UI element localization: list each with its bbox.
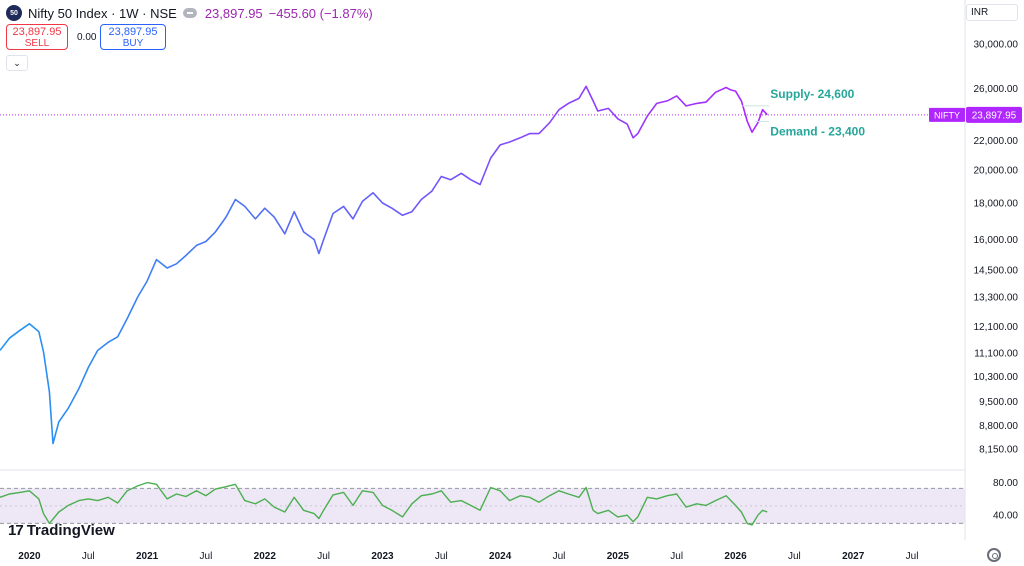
y-tick-label: 18,000.00 bbox=[974, 198, 1019, 209]
visibility-icon[interactable] bbox=[182, 8, 197, 18]
x-tick-label: 2023 bbox=[371, 551, 394, 562]
y-tick-label: 13,300.00 bbox=[974, 293, 1019, 304]
x-tick-label: Jul bbox=[553, 551, 566, 562]
demand-label: Demand - 23,400 bbox=[770, 124, 865, 138]
x-tick-label: Jul bbox=[82, 551, 95, 562]
sell-button[interactable]: 23,897.95 SELL bbox=[6, 24, 68, 50]
currency-selector[interactable]: INR bbox=[966, 4, 1018, 21]
x-tick-label: 2024 bbox=[489, 551, 512, 562]
y-tick-label: 8,800.00 bbox=[979, 421, 1018, 432]
y-tick-label: 30,000.00 bbox=[974, 40, 1019, 51]
spread-value: 0.00 bbox=[77, 32, 97, 43]
tradingview-wordmark: TradingView bbox=[26, 521, 115, 539]
main-pane: Supply- 24,600 Demand - 23,400 bbox=[0, 85, 965, 445]
y-tick-label: 12,100.00 bbox=[974, 322, 1019, 333]
symbol-logo: 50 bbox=[6, 5, 22, 21]
buy-button[interactable]: 23,897.95 BUY bbox=[100, 24, 166, 50]
y-tick-label: 9,500.00 bbox=[979, 397, 1018, 408]
sell-price: 23,897.95 bbox=[12, 26, 62, 38]
price-tag-box bbox=[966, 106, 1022, 123]
x-tick-label: 2026 bbox=[724, 551, 747, 562]
rsi-tick-label: 40.00 bbox=[993, 511, 1018, 522]
sell-label: SELL bbox=[24, 38, 50, 49]
y-tick-label: 20,000.00 bbox=[974, 166, 1019, 177]
price-tag-name-box bbox=[929, 107, 965, 122]
collapse-chevron-icon[interactable]: ⌄ bbox=[6, 55, 28, 71]
x-tick-label: 2027 bbox=[842, 551, 865, 562]
x-tick-label: Jul bbox=[906, 551, 919, 562]
x-tick-label: Jul bbox=[788, 551, 801, 562]
y-tick-label: 8,150.00 bbox=[979, 445, 1018, 456]
y-tick-label: 14,500.00 bbox=[974, 266, 1019, 277]
x-tick-label: Jul bbox=[435, 551, 448, 562]
x-tick-label: Jul bbox=[200, 551, 213, 562]
price-tag-value: 23,897.95 bbox=[972, 110, 1017, 121]
y-tick-label: 22,000.00 bbox=[974, 136, 1019, 147]
header-price: 23,897.95 bbox=[204, 5, 263, 21]
y-tick-label: 16,000.00 bbox=[974, 235, 1019, 246]
symbol-title[interactable]: Nifty 50 Index · 1W · NSE bbox=[28, 5, 177, 21]
symbol-header: 50 Nifty 50 Index · 1W · NSE 23,897.95 −… bbox=[6, 4, 373, 22]
header-change: −455.60 (−1.87%) bbox=[268, 5, 373, 21]
y-tick-label: 11,100.00 bbox=[974, 349, 1018, 360]
tradingview-mark-icon: 17 bbox=[8, 521, 24, 539]
supply-label: Supply- 24,600 bbox=[770, 87, 854, 101]
buy-price: 23,897.95 bbox=[108, 26, 158, 38]
gear-icon[interactable] bbox=[987, 548, 1001, 562]
x-tick-label: Jul bbox=[317, 551, 330, 562]
y-tick-label: 26,000.00 bbox=[974, 84, 1019, 95]
rsi-pane bbox=[0, 481, 965, 526]
x-tick-label: 2021 bbox=[136, 551, 159, 562]
price-tag-name: NIFTY bbox=[934, 110, 960, 120]
tradingview-logo[interactable]: 17 TradingView bbox=[8, 521, 115, 539]
buy-label: BUY bbox=[122, 38, 144, 49]
x-tick-label: Jul bbox=[670, 551, 683, 562]
x-tick-label: 2022 bbox=[254, 551, 277, 562]
rsi-tick-label: 80.00 bbox=[993, 478, 1018, 489]
price-series-line bbox=[0, 85, 768, 445]
y-tick-label: 10,300.00 bbox=[974, 372, 1019, 383]
rsi-series-line bbox=[0, 481, 768, 526]
x-tick-label: 2020 bbox=[18, 551, 41, 562]
x-tick-label: 2025 bbox=[607, 551, 630, 562]
